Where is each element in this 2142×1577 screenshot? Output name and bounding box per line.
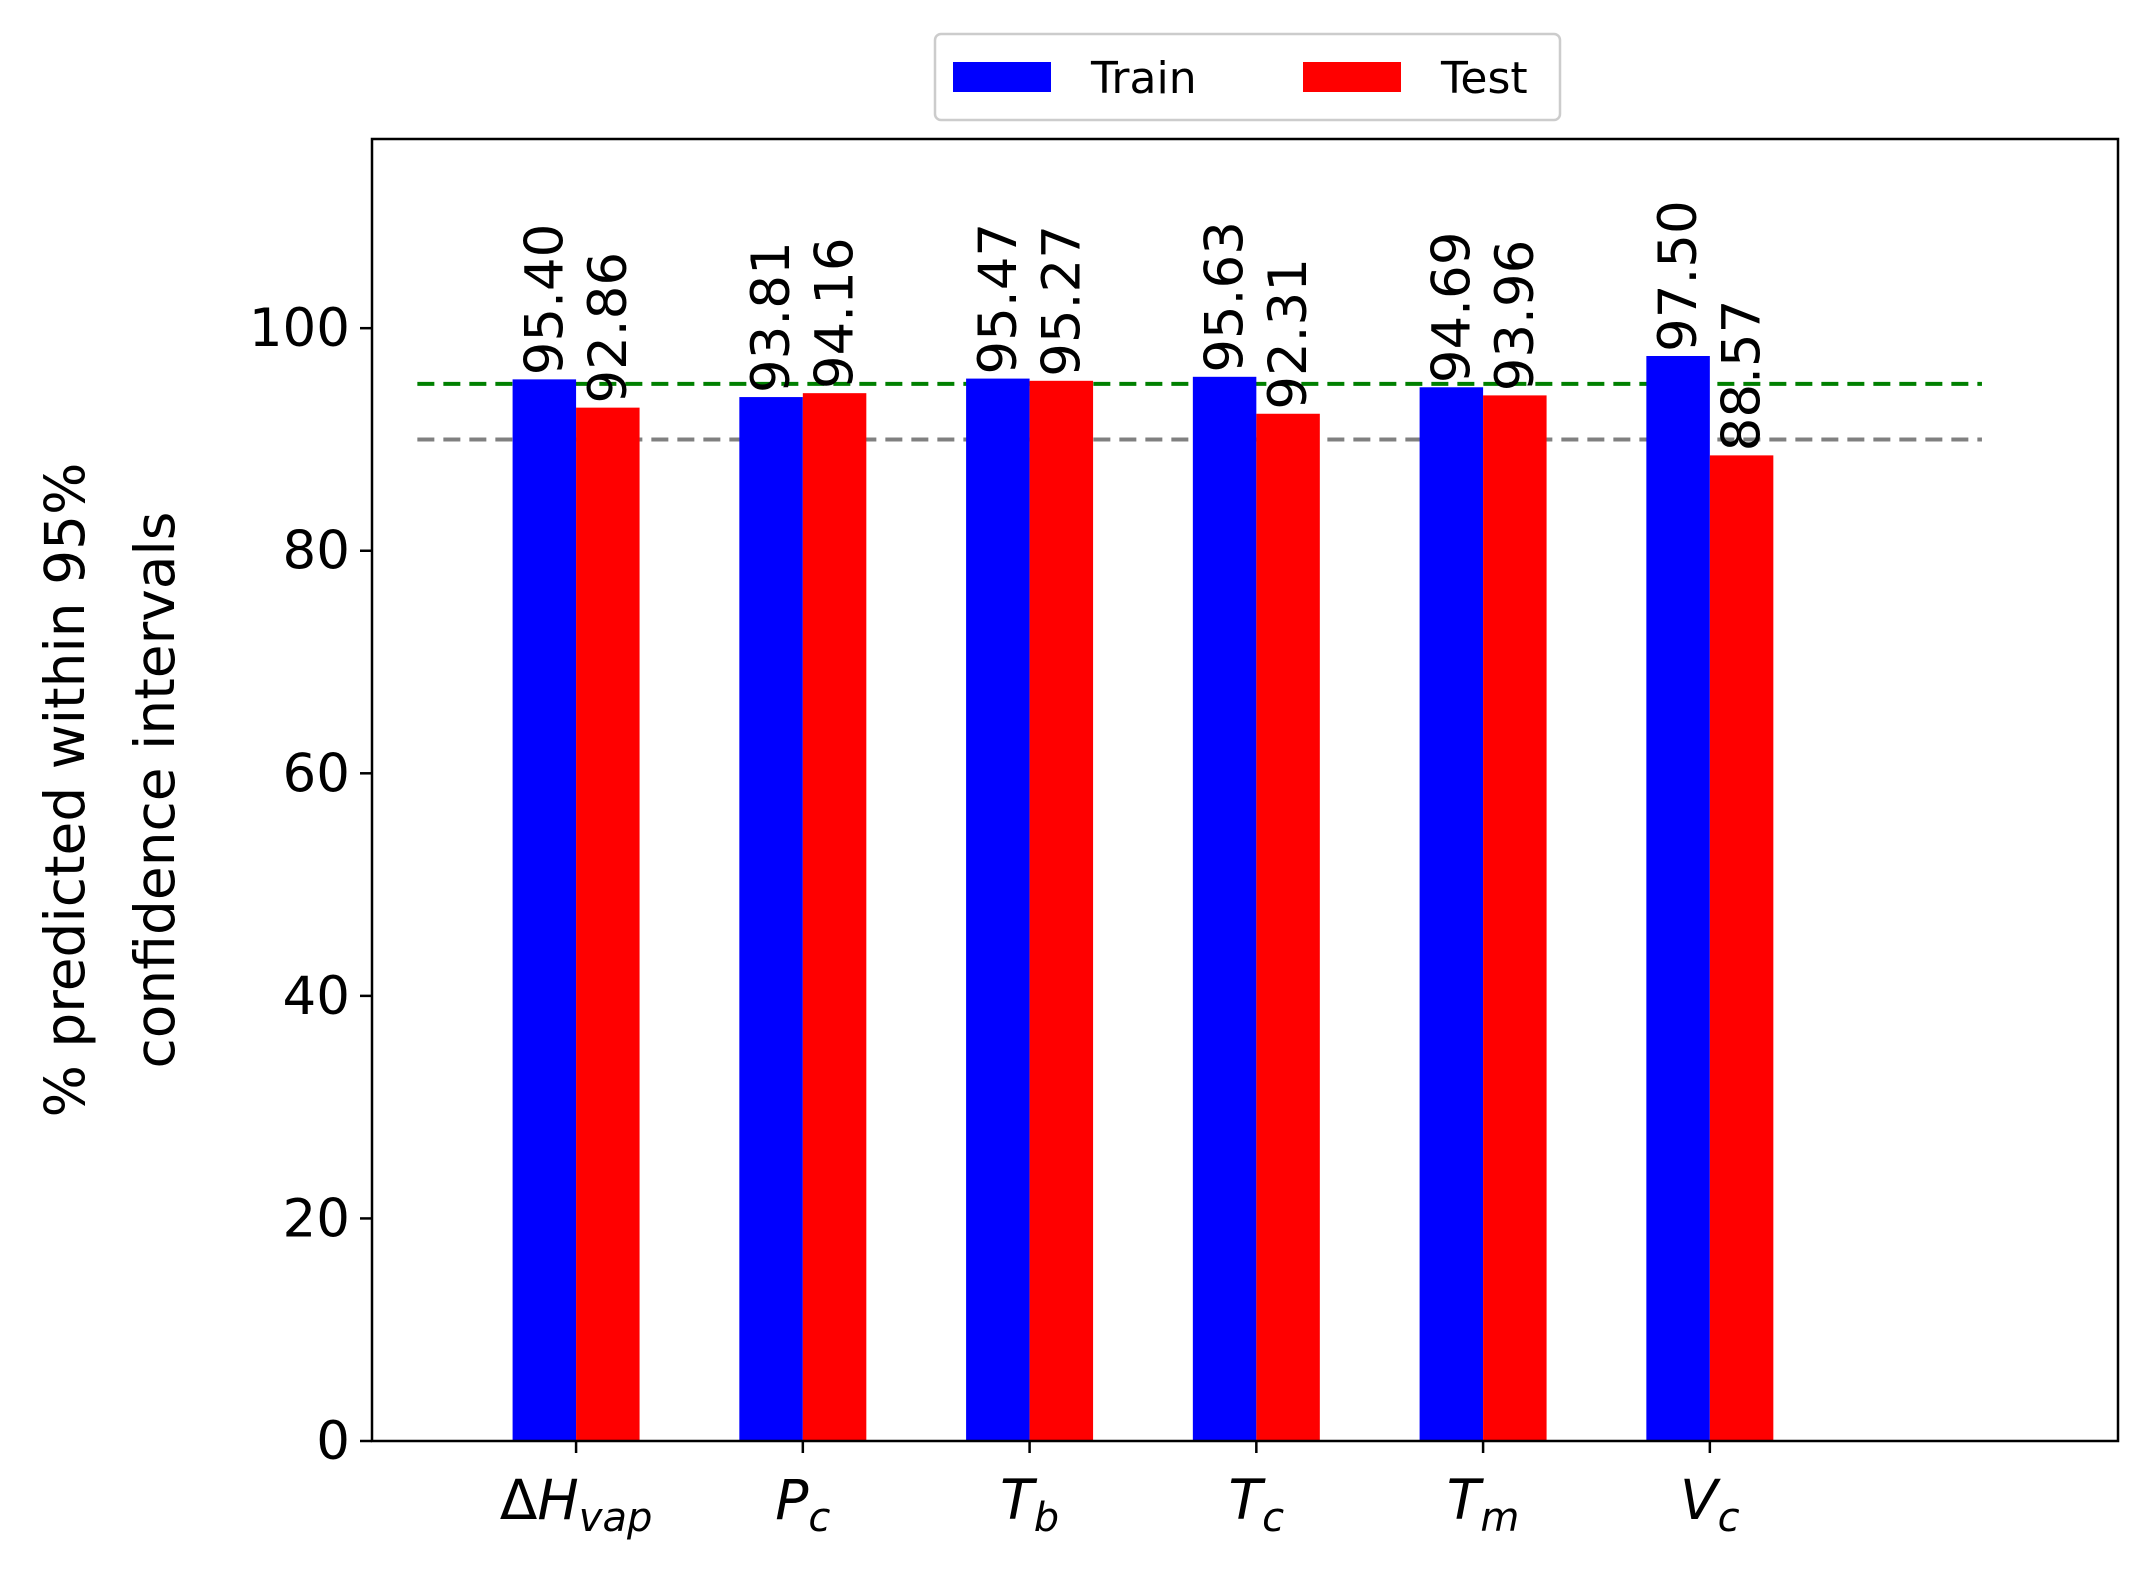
data-label-test-0: 92.86 [578, 252, 639, 404]
x-ticks: ΔHvap Pc Tb Tc Tm Vc [500, 1441, 1740, 1541]
data-labels: 95.40 93.81 95.47 95.63 94.69 97.50 92.86 94.16… [514, 200, 1772, 451]
legend[interactable]: Train Test [933, 32, 1562, 122]
data-label-train-1: 93.81 [741, 241, 802, 393]
y-axis-label-line-1: confidence intervals [123, 512, 187, 1069]
legend-label-train: Train [1090, 53, 1197, 104]
bar-test-3 [1256, 413, 1320, 1441]
bar-test-1 [802, 393, 867, 1441]
y-tick-label-2: 40 [283, 966, 350, 1027]
y-axis-label-line-0: % predicted within 95% [33, 463, 97, 1118]
x-tick-label-2: Tb [1000, 1468, 1059, 1541]
bar-train-4 [1419, 387, 1484, 1441]
y-ticks: 0 20 40 60 80 100 [249, 298, 372, 1472]
data-label-test-3: 92.31 [1258, 258, 1319, 410]
x-tick-label-0: ΔHvap [500, 1468, 653, 1541]
data-label-train-0: 95.40 [514, 224, 575, 376]
bar-test-2 [1029, 380, 1094, 1441]
data-label-train-3: 95.63 [1195, 221, 1256, 373]
data-label-test-4: 93.96 [1485, 240, 1546, 392]
bar-train-0 [512, 379, 577, 1441]
bar-train-1 [739, 397, 803, 1441]
y-tick-label-1: 20 [283, 1188, 350, 1249]
legend-swatch-test [1303, 62, 1401, 92]
bars [512, 356, 1774, 1442]
legend-box [933, 32, 1562, 122]
x-tick-label-4: Tm [1447, 1468, 1520, 1541]
data-label-train-2: 95.47 [968, 223, 1029, 375]
y-tick-label-4: 80 [283, 521, 350, 582]
x-tick-label-1: Pc [775, 1468, 830, 1541]
axes-frame [370, 137, 2120, 1443]
axes [370, 137, 2120, 1443]
y-axis-label: % predicted within 95% confidence interva… [33, 463, 187, 1118]
y-tick-label-0: 0 [316, 1411, 350, 1472]
bar-train-2 [966, 378, 1030, 1441]
bar-test-5 [1709, 455, 1774, 1441]
bar-train-5 [1646, 356, 1710, 1441]
x-tick-label-3: Tc [1229, 1468, 1285, 1541]
data-label-test-2: 95.27 [1031, 225, 1092, 377]
data-label-train-5: 97.50 [1648, 200, 1709, 352]
bar-test-4 [1483, 395, 1547, 1442]
data-label-test-5: 88.57 [1712, 300, 1773, 452]
x-tick-label-5: Vc [1680, 1468, 1740, 1541]
legend-label-test: Test [1440, 53, 1528, 104]
legend-swatch-train [953, 62, 1051, 92]
data-label-train-4: 94.69 [1421, 232, 1482, 384]
data-label-test-1: 94.16 [805, 237, 866, 389]
y-tick-label-3: 60 [283, 743, 350, 804]
bar-test-0 [576, 407, 640, 1441]
bar-train-3 [1192, 376, 1257, 1441]
y-tick-label-5: 100 [249, 298, 350, 359]
